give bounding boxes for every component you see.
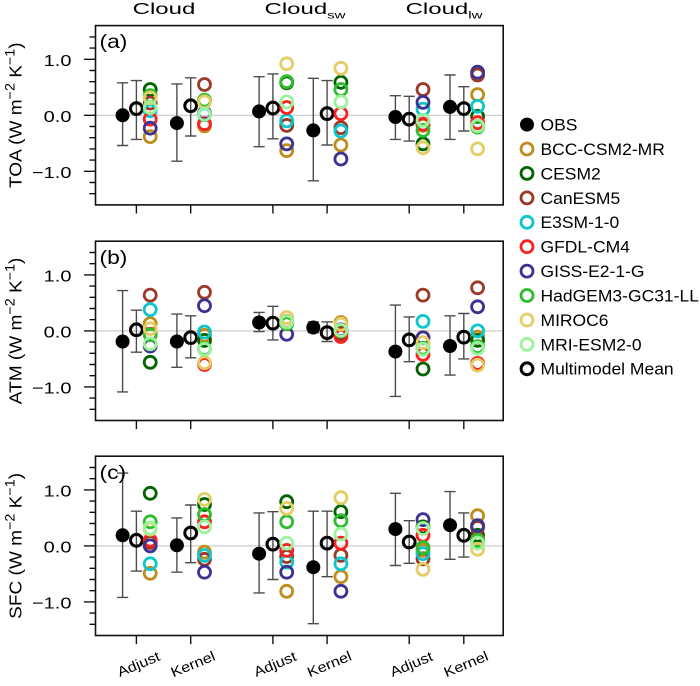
- svg-text:CESM2: CESM2: [541, 165, 601, 183]
- svg-text:Cloudsw: Cloudsw: [265, 1, 347, 21]
- svg-text:SFC (W m−2 K−1): SFC (W m−2 K−1): [2, 473, 25, 619]
- svg-text:MIROC6: MIROC6: [541, 311, 609, 329]
- svg-text:HadGEM3-GC31-LL: HadGEM3-GC31-LL: [541, 287, 699, 305]
- svg-text:CanESM5: CanESM5: [541, 189, 621, 207]
- svg-text:ATM (W m−2 K−1): ATM (W m−2 K−1): [2, 258, 25, 405]
- svg-text:E3SM-1-0: E3SM-1-0: [541, 214, 620, 232]
- svg-text:1.0: 1.0: [44, 482, 72, 500]
- svg-text:Multimodel Mean: Multimodel Mean: [541, 360, 674, 378]
- svg-text:1.0: 1.0: [44, 52, 72, 70]
- svg-text:(c): (c): [100, 463, 127, 484]
- svg-text:0.0: 0.0: [44, 323, 72, 341]
- svg-text:GFDL-CM4: GFDL-CM4: [541, 238, 630, 256]
- svg-text:OBS: OBS: [541, 116, 578, 134]
- svg-text:−1.0: −1.0: [32, 164, 71, 182]
- svg-text:1.0: 1.0: [44, 267, 72, 285]
- svg-text:0.0: 0.0: [44, 108, 72, 126]
- svg-text:Cloudlw: Cloudlw: [406, 1, 484, 21]
- svg-text:TOA (W m−2 K−1): TOA (W m−2 K−1): [2, 42, 25, 188]
- svg-text:BCC-CSM2-MR: BCC-CSM2-MR: [541, 140, 665, 158]
- svg-text:(a): (a): [100, 32, 128, 53]
- svg-text:0.0: 0.0: [44, 538, 72, 556]
- svg-text:−1.0: −1.0: [32, 379, 71, 397]
- svg-text:MRI-ESM2-0: MRI-ESM2-0: [541, 336, 642, 354]
- svg-text:GISS-E2-1-G: GISS-E2-1-G: [541, 262, 645, 280]
- svg-text:−1.0: −1.0: [32, 594, 71, 612]
- svg-text:Cloud: Cloud: [133, 1, 196, 18]
- svg-text:(b): (b): [100, 248, 128, 269]
